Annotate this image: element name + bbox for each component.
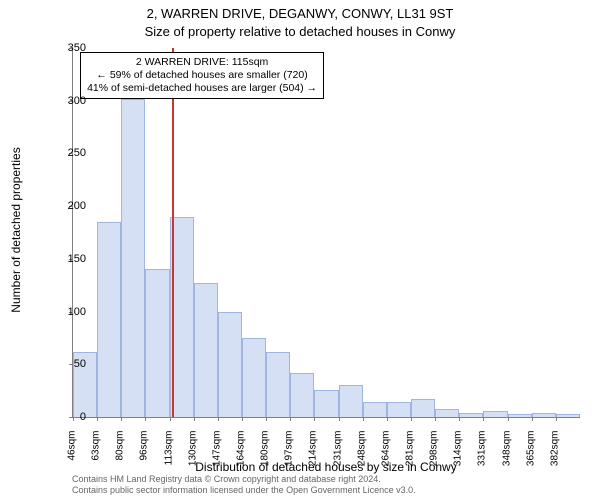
x-tick-label: 281sqm xyxy=(405,431,416,471)
chart-title-address: 2, WARREN DRIVE, DEGANWY, CONWY, LL31 9S… xyxy=(0,6,600,21)
x-tick-mark xyxy=(363,417,364,421)
x-tick-label: 96sqm xyxy=(139,431,150,471)
histogram-bar xyxy=(363,402,387,417)
x-tick-mark xyxy=(121,417,122,421)
x-tick-mark xyxy=(387,417,388,421)
histogram-bar xyxy=(483,411,507,417)
x-tick-mark xyxy=(218,417,219,421)
footer-line-1: Contains HM Land Registry data © Crown c… xyxy=(72,474,416,485)
histogram-bar xyxy=(556,414,580,417)
x-tick-mark xyxy=(411,417,412,421)
x-tick-mark xyxy=(314,417,315,421)
x-tick-label: 248sqm xyxy=(356,431,367,471)
x-tick-label: 214sqm xyxy=(308,431,319,471)
histogram-bar xyxy=(266,352,290,417)
x-tick-label: 382sqm xyxy=(549,431,560,471)
x-tick-label: 80sqm xyxy=(115,431,126,471)
annotation-line-1: 2 WARREN DRIVE: 115sqm xyxy=(87,56,317,69)
x-tick-label: 264sqm xyxy=(380,431,391,471)
histogram-bar xyxy=(339,385,363,417)
y-tick-label: 300 xyxy=(68,95,86,107)
y-tick-label: 350 xyxy=(68,42,86,54)
y-tick-label: 200 xyxy=(68,200,86,212)
x-tick-label: 147sqm xyxy=(211,431,222,471)
x-tick-label: 197sqm xyxy=(284,431,295,471)
histogram-bar xyxy=(314,390,338,417)
y-tick-mark xyxy=(69,364,73,365)
histogram-bars xyxy=(73,48,580,417)
x-tick-label: 331sqm xyxy=(477,431,488,471)
x-tick-mark xyxy=(459,417,460,421)
histogram-bar xyxy=(121,99,145,417)
y-tick-label: 50 xyxy=(74,358,86,370)
x-tick-label: 314sqm xyxy=(453,431,464,471)
x-tick-label: 130sqm xyxy=(187,431,198,471)
subject-marker-line xyxy=(172,48,174,417)
x-tick-mark xyxy=(556,417,557,421)
histogram-bar xyxy=(145,269,169,417)
x-tick-label: 164sqm xyxy=(236,431,247,471)
y-tick-label: 250 xyxy=(68,147,86,159)
y-tick-label: 100 xyxy=(68,306,86,318)
x-tick-mark xyxy=(97,417,98,421)
x-tick-mark xyxy=(170,417,171,421)
histogram-bar xyxy=(435,409,459,417)
annotation-box: 2 WARREN DRIVE: 115sqm ← 59% of detached… xyxy=(80,52,324,99)
annotation-line-3: 41% of semi-detached houses are larger (… xyxy=(87,82,317,95)
histogram-bar xyxy=(411,399,435,417)
histogram-bar xyxy=(242,338,266,417)
annotation-line-2: ← 59% of detached houses are smaller (72… xyxy=(87,69,317,82)
x-tick-mark xyxy=(508,417,509,421)
y-tick-label: 150 xyxy=(68,253,86,265)
x-tick-mark xyxy=(242,417,243,421)
histogram-bar xyxy=(97,222,121,417)
chart-container: 2, WARREN DRIVE, DEGANWY, CONWY, LL31 9S… xyxy=(0,0,600,500)
plot-area: 2 WARREN DRIVE: 115sqm ← 59% of detached… xyxy=(72,48,580,418)
x-tick-label: 231sqm xyxy=(332,431,343,471)
histogram-bar xyxy=(290,373,314,417)
footer-attribution: Contains HM Land Registry data © Crown c… xyxy=(72,474,416,496)
y-axis-label: Number of detached properties xyxy=(9,147,23,312)
histogram-bar xyxy=(387,402,411,417)
footer-line-2: Contains public sector information licen… xyxy=(72,485,416,496)
x-tick-mark xyxy=(339,417,340,421)
histogram-bar xyxy=(459,413,483,417)
x-tick-label: 180sqm xyxy=(260,431,271,471)
x-tick-mark xyxy=(290,417,291,421)
x-tick-label: 348sqm xyxy=(501,431,512,471)
x-tick-mark xyxy=(435,417,436,421)
x-tick-mark xyxy=(483,417,484,421)
histogram-bar xyxy=(218,312,242,417)
x-tick-label: 298sqm xyxy=(429,431,440,471)
histogram-bar xyxy=(508,414,532,417)
x-tick-mark xyxy=(266,417,267,421)
x-tick-label: 63sqm xyxy=(91,431,102,471)
y-tick-label: 0 xyxy=(80,411,86,423)
x-tick-mark xyxy=(145,417,146,421)
chart-title-subtitle: Size of property relative to detached ho… xyxy=(0,24,600,39)
histogram-bar xyxy=(194,283,218,417)
histogram-bar xyxy=(532,413,556,417)
x-tick-mark xyxy=(73,417,74,421)
x-tick-mark xyxy=(194,417,195,421)
x-tick-mark xyxy=(532,417,533,421)
x-tick-label: 113sqm xyxy=(163,431,174,471)
x-tick-label: 365sqm xyxy=(525,431,536,471)
x-tick-label: 46sqm xyxy=(67,431,78,471)
